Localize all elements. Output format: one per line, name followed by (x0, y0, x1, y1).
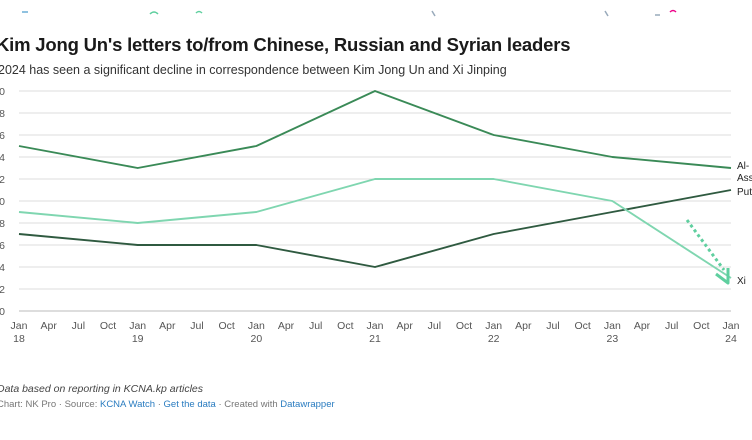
x-tick-label: 18 (13, 333, 25, 345)
x-tick-label: Oct (574, 320, 590, 332)
x-tick-label: Jan (248, 320, 265, 332)
x-tick-label: Jul (72, 320, 85, 332)
series-end-label: Xi (737, 276, 746, 287)
y-tick-label: 18 (0, 108, 5, 120)
credit-separator: · (157, 399, 161, 410)
x-tick-label: 22 (488, 333, 500, 345)
get-data-link[interactable]: Get the data (163, 399, 216, 410)
y-tick-label: 8 (0, 218, 5, 230)
x-tick-label: Apr (159, 320, 176, 332)
cropped-mark (431, 10, 436, 17)
cropped-mark (669, 9, 677, 13)
series-line-al-assad (18, 90, 732, 169)
x-tick-label: Oct (337, 320, 353, 332)
x-tick-label: Jul (546, 320, 559, 332)
x-tick-label: Jul (190, 320, 203, 332)
series-end-label: Ass (737, 173, 752, 184)
x-tick-label: Apr (634, 320, 651, 332)
y-tick-label: 10 (0, 196, 5, 208)
series-line-xi (18, 178, 732, 279)
y-tick-label: 16 (0, 130, 5, 142)
annotation-arrowhead (715, 268, 730, 285)
annotation-arrow (685, 219, 726, 271)
x-tick-label: Oct (100, 320, 116, 332)
y-tick-label: 6 (0, 240, 5, 252)
cropped-mark (195, 10, 203, 14)
x-tick-label: 20 (250, 333, 262, 345)
x-tick-label: 19 (132, 333, 144, 345)
y-tick-label: 4 (0, 262, 5, 274)
x-tick-label: Oct (693, 320, 709, 332)
credit-source-prefix: Source: (64, 399, 98, 410)
x-tick-label: Jan (11, 320, 28, 332)
y-tick-label: 2 (0, 284, 5, 296)
x-tick-label: Jan (129, 320, 146, 332)
credit-chart-by: Chart: NK Pro (0, 399, 57, 410)
credit-separator: · (218, 399, 222, 410)
x-tick-label: 23 (606, 333, 618, 345)
chart-title: Kim Jong Un's letters to/from Chinese, R… (0, 34, 571, 55)
x-tick-label: Apr (396, 320, 413, 332)
x-tick-label: Jul (309, 320, 322, 332)
credit-created-with: Created with (224, 399, 278, 410)
x-tick-label: Apr (515, 320, 532, 332)
x-tick-label: Apr (278, 320, 295, 332)
series-end-label: Put (737, 187, 752, 198)
x-tick-label: 21 (369, 333, 381, 345)
x-tick-label: Oct (456, 320, 472, 332)
chart-credit: Chart: NK Pro · Source: KCNA Watch · Get… (0, 399, 335, 410)
data-note: Data based on reporting in KCNA.kp artic… (0, 383, 204, 395)
x-tick-label: Oct (218, 320, 234, 332)
x-tick-label: Jan (723, 320, 740, 332)
x-tick-label: Jul (665, 320, 678, 332)
x-tick-label: Jul (428, 320, 441, 332)
x-tick-label: Jan (485, 320, 502, 332)
source-link[interactable]: KCNA Watch (99, 399, 156, 410)
series-line-putin (18, 189, 732, 268)
y-tick-label: 14 (0, 152, 5, 164)
credit-separator: · (58, 399, 62, 410)
x-tick-label: Jan (604, 320, 621, 332)
x-tick-label: 24 (725, 333, 737, 345)
x-tick-label: Apr (40, 320, 57, 332)
y-tick-label: 0 (0, 306, 5, 318)
series-end-label: Al- (737, 161, 749, 172)
cropped-mark (149, 11, 159, 15)
datawrapper-link[interactable]: Datawrapper (280, 399, 335, 410)
y-tick-label: 12 (0, 174, 5, 186)
line-chart: 20181614121086420Jan18AprJulOctJan19AprJ… (0, 86, 752, 345)
x-tick-label: Jan (367, 320, 384, 332)
chart-subtitle: 2024 has seen a significant decline in c… (0, 63, 507, 77)
y-tick-label: 20 (0, 86, 5, 98)
cropped-mark (604, 10, 609, 17)
cropped-header-strip (0, 0, 752, 22)
